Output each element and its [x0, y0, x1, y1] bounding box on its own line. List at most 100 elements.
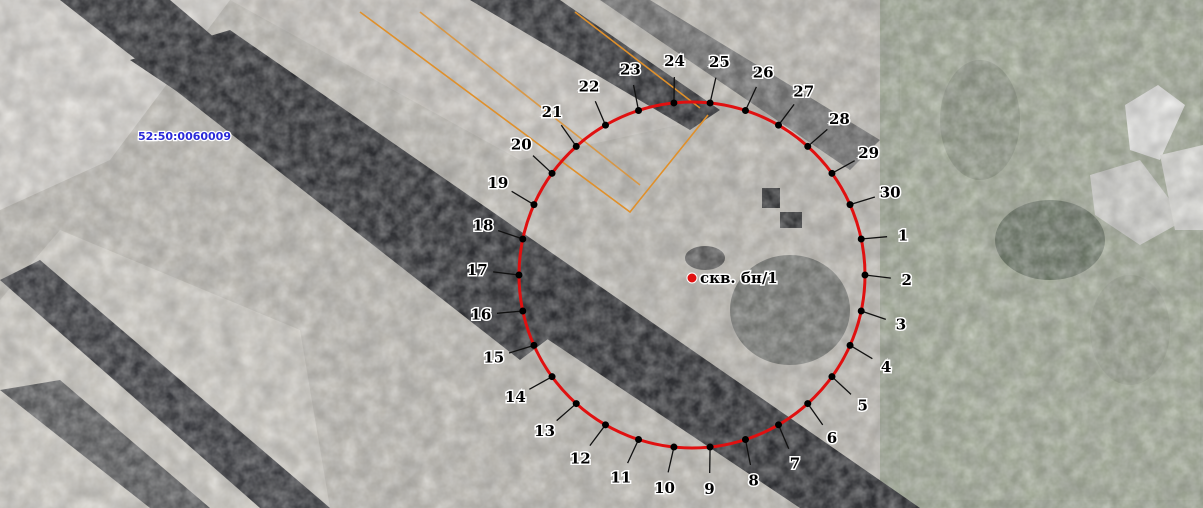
well-label: скв. бн/1: [700, 269, 778, 287]
circle-point-11[interactable]: 11: [609, 436, 643, 488]
point-marker-icon: [861, 271, 869, 279]
point-number-label: 26: [753, 63, 774, 81]
circle-point-19[interactable]: 19: [486, 173, 538, 209]
circle-point-27[interactable]: 27: [775, 81, 816, 129]
well-marker-icon[interactable]: [686, 272, 698, 284]
point-marker-icon: [530, 341, 538, 349]
point-number-label: 9: [704, 480, 714, 498]
point-number-label: 24: [664, 52, 685, 70]
circle-point-3[interactable]: 3: [857, 307, 908, 335]
point-marker-icon: [548, 169, 556, 177]
circle-point-30[interactable]: 30: [846, 182, 902, 209]
circle-point-21[interactable]: 21: [540, 102, 580, 150]
point-leader-line: [508, 344, 535, 354]
point-number-label: 6: [827, 429, 837, 447]
point-leader-line: [709, 77, 717, 104]
circle-point-23[interactable]: 23: [618, 59, 643, 114]
point-marker-icon: [635, 106, 643, 114]
point-number-label: 18: [473, 216, 494, 234]
point-marker-icon: [706, 443, 714, 451]
point-leader-line: [831, 160, 855, 174]
point-number-label: 14: [505, 388, 526, 406]
point-number-label: 29: [858, 144, 879, 162]
point-marker-icon: [741, 436, 749, 444]
point-marker-icon: [828, 373, 836, 381]
point-number-label: 13: [534, 422, 555, 440]
point-marker-icon: [602, 421, 609, 429]
point-number-label: 23: [620, 60, 641, 78]
point-number-label: 5: [858, 396, 868, 414]
point-marker-icon: [741, 106, 749, 114]
point-leader-line: [556, 403, 577, 422]
point-leader-line: [744, 86, 757, 111]
point-number-label: 19: [487, 174, 508, 192]
circle-point-15[interactable]: 15: [482, 341, 538, 368]
point-number-label: 7: [790, 454, 800, 472]
point-marker-icon: [530, 201, 538, 209]
point-leader-line: [532, 155, 553, 174]
point-number-label: 22: [579, 78, 600, 96]
point-number-label: 30: [880, 183, 901, 201]
point-marker-icon: [804, 142, 812, 150]
point-number-label: 10: [654, 479, 675, 497]
point-number-label: 11: [610, 469, 631, 487]
circle-point-25[interactable]: 25: [706, 52, 731, 107]
circle-point-1[interactable]: 1: [857, 225, 910, 246]
point-leader-line: [861, 310, 887, 320]
point-marker-icon: [804, 400, 812, 408]
circle-point-24[interactable]: 24: [663, 50, 686, 107]
circle-point-8[interactable]: 8: [741, 436, 760, 491]
point-leader-line: [807, 403, 824, 426]
point-leader-line: [497, 230, 523, 240]
point-number-label: 17: [467, 261, 488, 279]
point-leader-line: [849, 344, 873, 360]
circle-point-9[interactable]: 9: [703, 443, 716, 500]
point-number-label: 25: [709, 53, 730, 71]
point-leader-line: [529, 376, 553, 390]
circle-point-4[interactable]: 4: [846, 341, 893, 377]
circle-point-6[interactable]: 6: [804, 400, 839, 448]
circle-point-10[interactable]: 10: [653, 443, 678, 498]
circle-point-26[interactable]: 26: [741, 62, 775, 114]
point-leader-line: [627, 439, 640, 464]
point-marker-icon: [670, 443, 678, 451]
circle-point-28[interactable]: 28: [804, 108, 851, 150]
point-number-label: 2: [901, 271, 911, 289]
point-leader-line: [667, 446, 675, 473]
point-marker-icon: [572, 400, 580, 408]
point-number-label: 4: [881, 358, 891, 376]
circle-point-18[interactable]: 18: [471, 215, 527, 243]
circle-point-20[interactable]: 20: [509, 134, 556, 177]
circle-point-22[interactable]: 22: [577, 76, 609, 129]
point-leader-line: [861, 236, 888, 240]
cadastral-number-label: 52:50:0060009: [138, 130, 231, 143]
point-marker-icon: [602, 121, 609, 129]
point-leader-line: [849, 196, 876, 206]
point-leader-line: [831, 376, 852, 395]
circle-point-7[interactable]: 7: [775, 421, 802, 474]
point-marker-icon: [857, 307, 865, 315]
point-marker-icon: [846, 201, 854, 209]
circle-point-29[interactable]: 29: [828, 142, 881, 177]
point-number-label: 20: [511, 136, 532, 154]
parcel-boundary: [359, 11, 709, 214]
circle-point-2[interactable]: 2: [861, 270, 913, 291]
point-marker-icon: [775, 421, 782, 429]
point-leader-line: [632, 84, 640, 111]
circle-point-14[interactable]: 14: [503, 373, 556, 408]
point-marker-icon: [857, 235, 865, 243]
point-number-label: 27: [793, 83, 814, 101]
circle-point-12[interactable]: 12: [568, 421, 609, 469]
parcel-boundary-line: [359, 11, 709, 214]
point-marker-icon: [706, 99, 714, 107]
circle-point-17[interactable]: 17: [465, 259, 523, 280]
point-marker-icon: [515, 271, 523, 279]
point-number-label: 8: [748, 472, 758, 490]
circle-point-13[interactable]: 13: [533, 400, 580, 442]
point-number-label: 28: [829, 110, 850, 128]
circle-point-16[interactable]: 16: [469, 304, 527, 325]
circle-point-5[interactable]: 5: [828, 373, 869, 416]
